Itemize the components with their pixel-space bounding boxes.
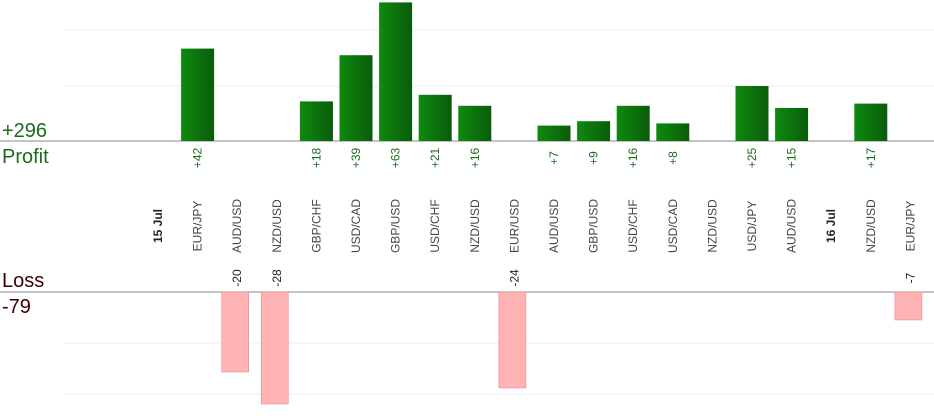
- profit-value-label: +16: [626, 147, 640, 168]
- profit-bar: [577, 121, 611, 141]
- category-tick-label: AUD/USD: [547, 199, 561, 253]
- category-tick-label: USD/CHF: [428, 199, 442, 252]
- profit-bar: [418, 94, 452, 141]
- profit-value-label: +25: [745, 147, 759, 168]
- profit-value-label: +8: [666, 151, 680, 165]
- loss-label: Loss: [2, 270, 45, 292]
- category-tick-label: USD/CAD: [666, 199, 680, 253]
- profit-value-label: +17: [864, 147, 878, 168]
- profit-bar: [775, 108, 809, 141]
- profit-label: Profit: [2, 146, 49, 168]
- loss-value-label: -24: [507, 269, 521, 287]
- loss-value-label: -28: [270, 269, 284, 287]
- profit-value-label: +42: [191, 147, 205, 168]
- loss-total: -79: [2, 296, 31, 318]
- loss-bar: [894, 291, 923, 321]
- loss-bar: [498, 291, 527, 389]
- category-tick-label: USD/CAD: [349, 199, 363, 253]
- category-tick-label: GBP/CHF: [309, 199, 323, 252]
- category-tick-label: NZD/USD: [270, 199, 284, 253]
- category-tick-label: AUD/USD: [230, 199, 244, 253]
- profit-value-label: +7: [547, 151, 561, 165]
- category-tick-label: GBP/USD: [389, 199, 403, 253]
- profit-value-label: +18: [309, 147, 323, 168]
- profit-bar: [379, 2, 413, 142]
- category-tick-label: EUR/USD: [507, 199, 521, 253]
- category-tick-label: NZD/USD: [864, 199, 878, 253]
- profit-value-label: +63: [389, 147, 403, 168]
- profit-bar: [735, 86, 769, 141]
- profit-bar: [537, 125, 571, 141]
- profit-value-label: +39: [349, 147, 363, 168]
- profit-bar: [458, 105, 492, 141]
- loss-bar: [261, 291, 289, 405]
- bars: [181, 2, 923, 405]
- labels: 15 Jul EUR/JPY +42 AUD/USD -20 NZD/USD -28 GBP/…: [151, 147, 917, 286]
- profit-bar: [181, 48, 215, 141]
- category-tick-label: EUR/JPY: [191, 201, 205, 252]
- profit-bar: [299, 101, 333, 141]
- category-tick-label: EUR/JPY: [903, 201, 917, 252]
- category-tick-label: USD/CHF: [626, 199, 640, 252]
- profit-value-label: +16: [468, 147, 482, 168]
- loss-value-label: -20: [230, 269, 244, 287]
- category-tick-label: GBP/USD: [587, 199, 601, 253]
- loss-bar: [221, 291, 249, 373]
- profit-bar: [854, 103, 888, 141]
- category-tick-label: NZD/USD: [705, 199, 719, 253]
- date-separator-label: 15 Jul: [151, 209, 165, 243]
- profit-bar: [656, 123, 690, 141]
- profit-total: +296: [2, 120, 48, 142]
- date-separator-label: 16 Jul: [824, 209, 838, 243]
- profit-value-label: +15: [785, 147, 799, 168]
- profit-bar: [339, 55, 373, 142]
- profit-value-label: +9: [587, 151, 601, 165]
- loss-value-label: -7: [903, 272, 917, 283]
- profit-value-label: +21: [428, 147, 442, 168]
- category-tick-label: NZD/USD: [468, 199, 482, 253]
- category-tick-label: USD/JPY: [745, 201, 759, 252]
- category-tick-label: AUD/USD: [785, 199, 799, 253]
- profit-bar: [616, 105, 650, 141]
